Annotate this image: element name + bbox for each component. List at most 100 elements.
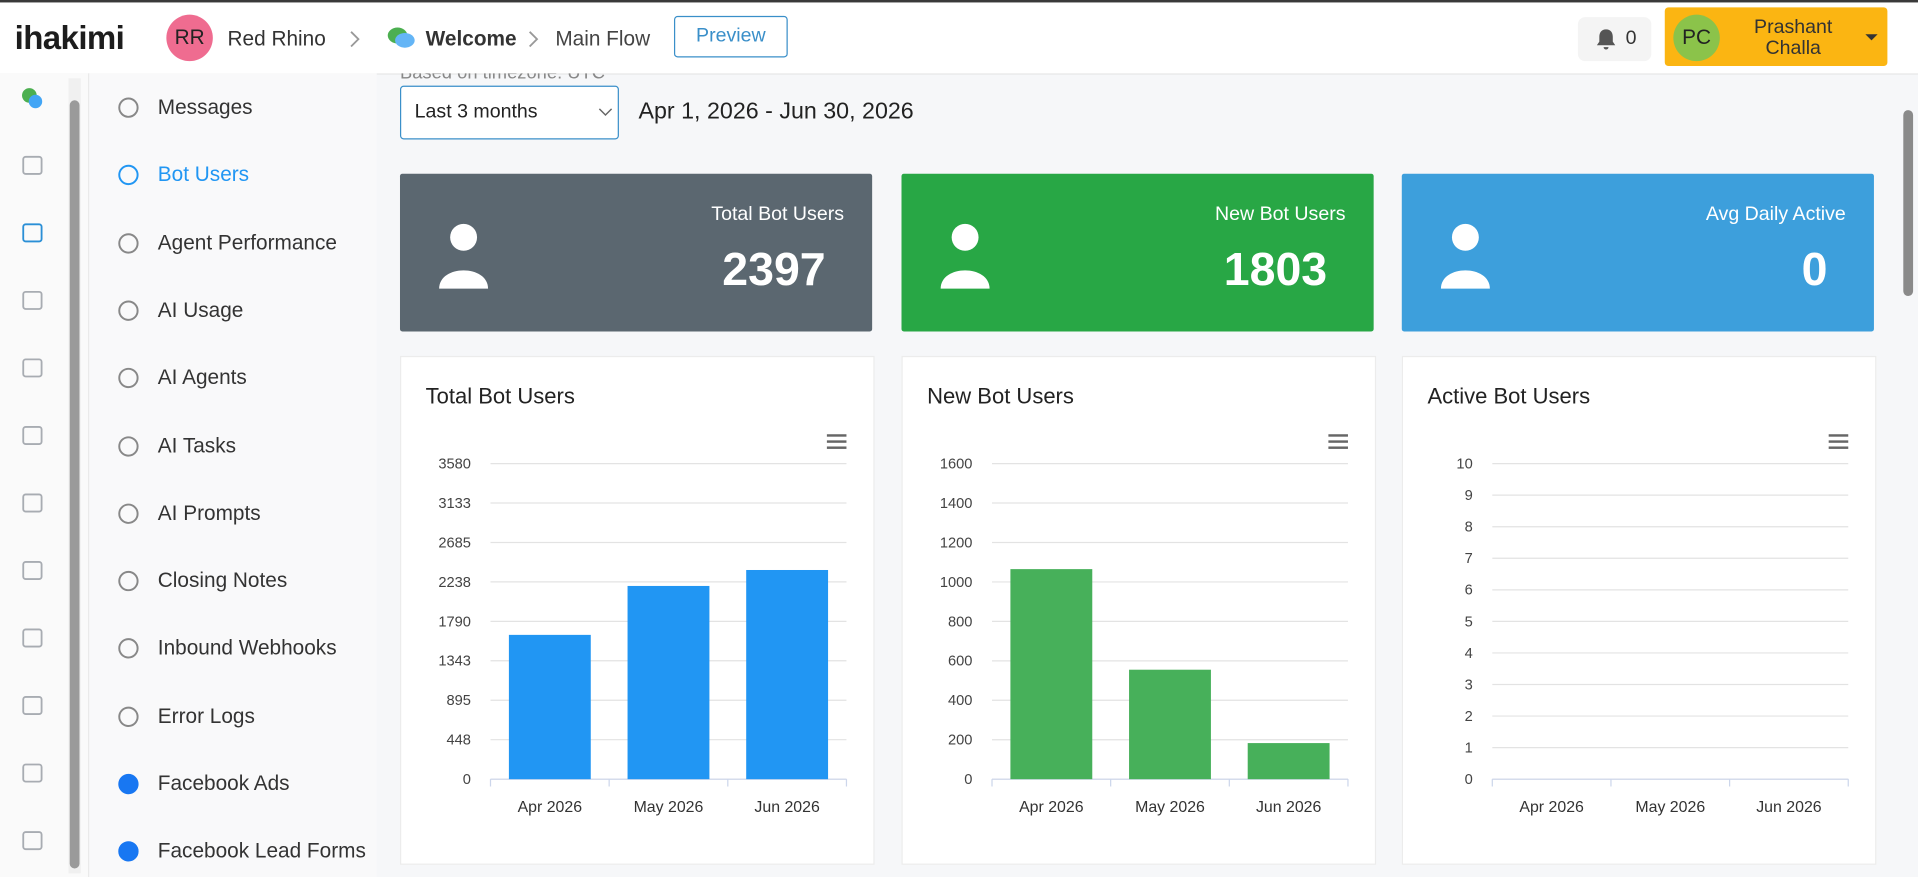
rail-icon[interactable] <box>22 290 43 310</box>
rail-icon[interactable] <box>22 831 43 851</box>
nav-item[interactable]: AI Usage <box>157 298 244 322</box>
rail-icon[interactable] <box>22 493 43 513</box>
x-tick-label: May 2026 <box>634 799 704 816</box>
notification-count: 0 <box>1625 28 1637 49</box>
rail-icon[interactable] <box>22 628 43 648</box>
y-tick-label: 2685 <box>438 535 471 551</box>
user-avatar: PC <box>1673 14 1720 62</box>
logo[interactable]: ihakimi <box>14 19 125 57</box>
main: Based on timezone: UTC Last 3 months Apr… <box>377 73 1918 877</box>
nav-icon-shape <box>118 638 139 659</box>
nav-item[interactable]: Agent Performance <box>157 230 337 254</box>
y-tick-label: 1790 <box>438 614 471 630</box>
nav-item[interactable]: Messages <box>157 95 253 119</box>
menu-icon[interactable] <box>826 434 847 437</box>
notification-button[interactable] <box>1577 17 1652 62</box>
y-tick-label: 0 <box>1465 772 1473 788</box>
x-tick-label: Jun 2026 <box>1756 799 1822 816</box>
nav-item[interactable]: AI Prompts <box>157 501 261 525</box>
rail-icon[interactable] <box>22 155 43 175</box>
x-tick-label: Jun 2026 <box>754 799 820 816</box>
y-tick-label: 8 <box>1465 520 1473 536</box>
menu-icon[interactable] <box>826 446 847 449</box>
nav-icon <box>118 300 139 321</box>
bell-icon <box>1596 29 1616 50</box>
y-tick-label: 3 <box>1465 677 1473 693</box>
icon-shape <box>439 270 489 289</box>
nav-icon-shape <box>118 503 139 524</box>
scrollbar-thumb <box>1903 110 1914 297</box>
nav-item[interactable]: AI Tasks <box>157 433 237 457</box>
menu-icon[interactable] <box>1828 434 1849 437</box>
nav-item[interactable]: AI Agents <box>157 365 247 390</box>
icon-shape <box>1440 270 1490 289</box>
y-tick-label: 1400 <box>940 496 973 512</box>
nav-item[interactable]: Facebook Lead Forms <box>157 839 366 863</box>
nav-icon <box>118 368 139 389</box>
workspace-avatar[interactable]: RR <box>166 14 213 62</box>
menu-icon[interactable] <box>1328 440 1348 443</box>
y-tick-label: 400 <box>948 693 972 709</box>
stat-value: 0 <box>1801 244 1828 297</box>
nav-icon <box>118 570 139 592</box>
chevron <box>528 31 539 48</box>
nav-icon <box>118 706 139 727</box>
nav-item[interactable]: Error Logs <box>157 704 255 728</box>
rail-icon[interactable] <box>22 763 43 783</box>
menu-icon[interactable] <box>1828 446 1849 449</box>
date-range: Apr 1, 2026 - Jun 30, 2026 <box>638 99 914 125</box>
nav-icon <box>118 232 139 254</box>
nav-icon-shape <box>118 773 139 795</box>
y-tick-label: 448 <box>446 733 470 749</box>
rail-icon[interactable] <box>22 561 43 580</box>
nav-item[interactable]: Closing Notes <box>157 568 288 593</box>
y-tick-label: 1 <box>1465 741 1473 757</box>
scrollbar-thumb <box>69 100 80 869</box>
bar <box>627 585 710 780</box>
workspace-name[interactable]: Red Rhino <box>227 26 326 51</box>
x-tick-label: May 2026 <box>1135 799 1205 816</box>
x-tick-label: May 2026 <box>1635 799 1705 816</box>
breadcrumb-item[interactable]: Main Flow <box>555 26 651 51</box>
menu-icon[interactable] <box>1828 440 1849 443</box>
menu-icon[interactable] <box>1328 446 1348 449</box>
nav-icon <box>118 435 139 457</box>
chart-title: Active Bot Users <box>1427 384 1590 409</box>
y-tick-label: 2 <box>1465 709 1473 725</box>
icon-shape <box>450 223 478 251</box>
bar <box>1010 569 1093 780</box>
scrollbar <box>1901 78 1914 873</box>
nav-icon <box>118 165 139 186</box>
rail-icon[interactable] <box>22 358 43 378</box>
menu-icon[interactable] <box>1328 434 1348 437</box>
nav-icon <box>118 841 139 862</box>
stat-card: New Bot Users 1803 <box>901 173 1374 332</box>
nav-icon-shape <box>118 368 139 389</box>
y-tick-label: 1600 <box>940 456 973 472</box>
rail-icon[interactable] <box>28 94 43 109</box>
nav-item[interactable]: Bot Users <box>157 163 250 187</box>
chart-title: Total Bot Users <box>426 384 575 409</box>
range-value: Last 3 months <box>414 101 538 123</box>
nav-icon <box>118 638 139 659</box>
nav-item[interactable]: Inbound Webhooks <box>157 636 337 660</box>
menu-icon[interactable] <box>826 440 847 443</box>
rail-icons <box>22 88 43 851</box>
y-tick-label: 4 <box>1465 646 1473 662</box>
rail-icon[interactable] <box>22 223 43 243</box>
icon-shape <box>940 270 990 289</box>
rail-icon[interactable] <box>22 696 43 716</box>
y-tick-label: 0 <box>463 772 471 788</box>
nav-icon-shape <box>118 435 139 457</box>
breadcrumb-item[interactable]: Welcome <box>425 26 517 51</box>
y-tick-label: 1000 <box>940 575 973 591</box>
nav-item[interactable]: Facebook Ads <box>157 771 290 796</box>
chart-card: Total Bot Users 0 448 895 1343 1790 2238 2685 31… <box>399 355 875 865</box>
stat-value: 1803 <box>1223 244 1328 297</box>
y-tick-label: 3133 <box>438 496 471 512</box>
rail-icon[interactable] <box>22 425 43 445</box>
stat-label: Avg Daily Active <box>1705 204 1846 226</box>
y-tick-label: 800 <box>948 614 972 630</box>
range-select[interactable]: Last 3 months <box>399 85 619 140</box>
preview-button[interactable]: Preview <box>673 15 788 58</box>
